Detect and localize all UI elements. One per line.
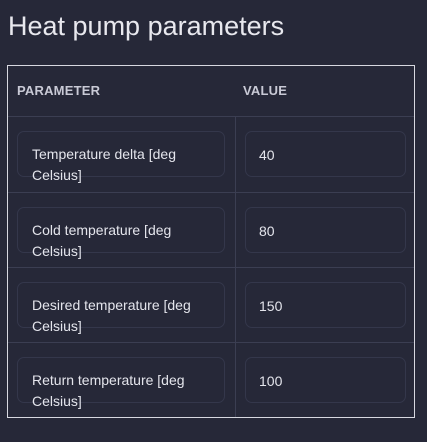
table-header-row: PARAMETER VALUE bbox=[8, 66, 414, 116]
parameters-table: PARAMETER VALUE Temperature delta [deg C… bbox=[7, 65, 415, 418]
table-row: Temperature delta [deg Celsius] 40 bbox=[8, 116, 414, 192]
table-row: Return temperature [deg Celsius] 100 bbox=[8, 342, 414, 418]
parameter-label: Cold temperature [deg Celsius] bbox=[17, 207, 225, 259]
parameter-label: Return temperature [deg Celsius] bbox=[17, 357, 225, 409]
value-field[interactable]: 150 bbox=[245, 282, 406, 328]
value-field[interactable]: 100 bbox=[245, 357, 406, 403]
column-divider bbox=[235, 116, 236, 417]
column-header-parameter: PARAMETER bbox=[17, 83, 101, 98]
parameter-label: Desired temperature [deg Celsius] bbox=[17, 282, 225, 334]
table-row: Desired temperature [deg Celsius] 150 bbox=[8, 267, 414, 343]
value-field[interactable]: 80 bbox=[245, 207, 406, 253]
table-row: Cold temperature [deg Celsius] 80 bbox=[8, 192, 414, 268]
page-title: Heat pump parameters bbox=[8, 11, 285, 41]
value-field[interactable]: 40 bbox=[245, 131, 406, 177]
parameter-label: Temperature delta [deg Celsius] bbox=[17, 131, 225, 183]
column-header-value: VALUE bbox=[243, 83, 288, 98]
